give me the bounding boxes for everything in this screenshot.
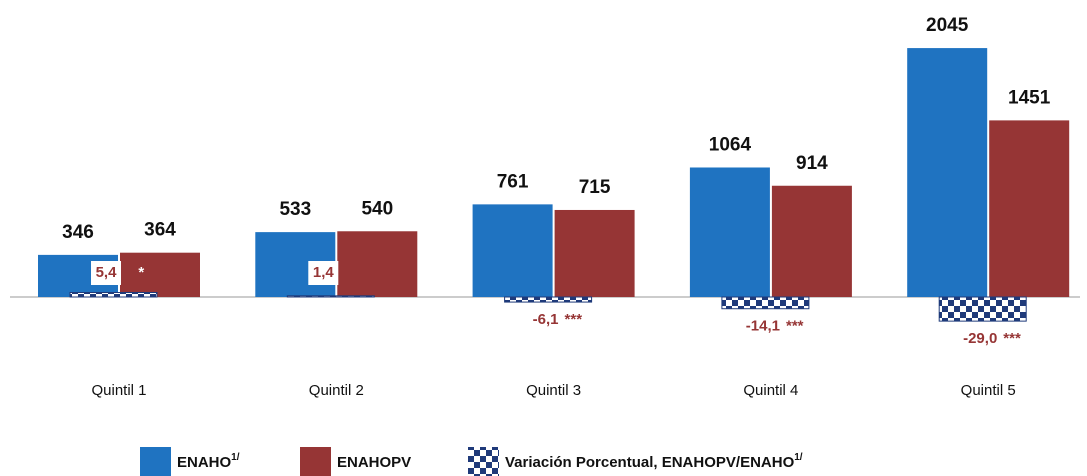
data-label: 540 [361,198,393,219]
label-box [91,261,121,285]
variation-bar [504,296,593,303]
variation-bar [69,292,158,298]
label-box [308,261,339,285]
legend-name: ENAHOPV [337,454,411,471]
data-label: 761 [497,171,529,192]
data-label: 364 [144,220,176,241]
legend-sup: 1/ [794,452,803,463]
bar [554,209,635,297]
legend-name: ENAHO [177,454,232,471]
x-tick-label: Quintil 3 [526,382,581,399]
data-label: 1064 [709,135,752,156]
bar [907,48,988,297]
data-label: 914 [796,153,828,174]
legend-swatch [140,447,171,476]
data-label: 346 [62,222,94,243]
variation-label: -14,1 [746,318,780,335]
legend-label: Variación Porcentual, ENAHOPV/ENAHO1/ [505,452,803,471]
bar [120,252,200,297]
x-tick-label: Quintil 5 [961,382,1016,399]
variation-label: -6,1 [533,311,559,328]
significance: *** [1003,330,1021,347]
data-label: 715 [579,177,611,198]
legend-swatch [300,447,331,476]
bar [337,231,418,297]
legend-name: Variación Porcentual, ENAHOPV/ENAHO [505,454,795,471]
significance: *** [786,318,804,335]
data-label: 1451 [1008,87,1051,108]
significance: * [138,264,144,281]
bar [989,120,1070,297]
variation-bar [286,295,375,298]
variation-bar [938,296,1027,322]
variation-bar [721,296,810,310]
data-label: 2045 [926,15,969,36]
variation-label: 5,4 [96,264,118,281]
legend-label: ENAHOPV [337,454,411,471]
x-tick-label: Quintil 1 [91,382,146,399]
legend-swatch [468,447,499,476]
significance: *** [565,311,583,328]
bar [771,185,852,297]
legend-sup: 1/ [231,452,240,463]
bar [689,167,770,297]
x-tick-label: Quintil 4 [743,382,798,399]
bar [472,204,553,297]
x-tick-label: Quintil 2 [309,382,364,399]
variation-label: -29,0 [963,330,997,347]
variation-label: 1,4 [313,264,335,281]
data-label: 533 [279,199,311,220]
legend-label: ENAHO1/ [177,452,240,471]
